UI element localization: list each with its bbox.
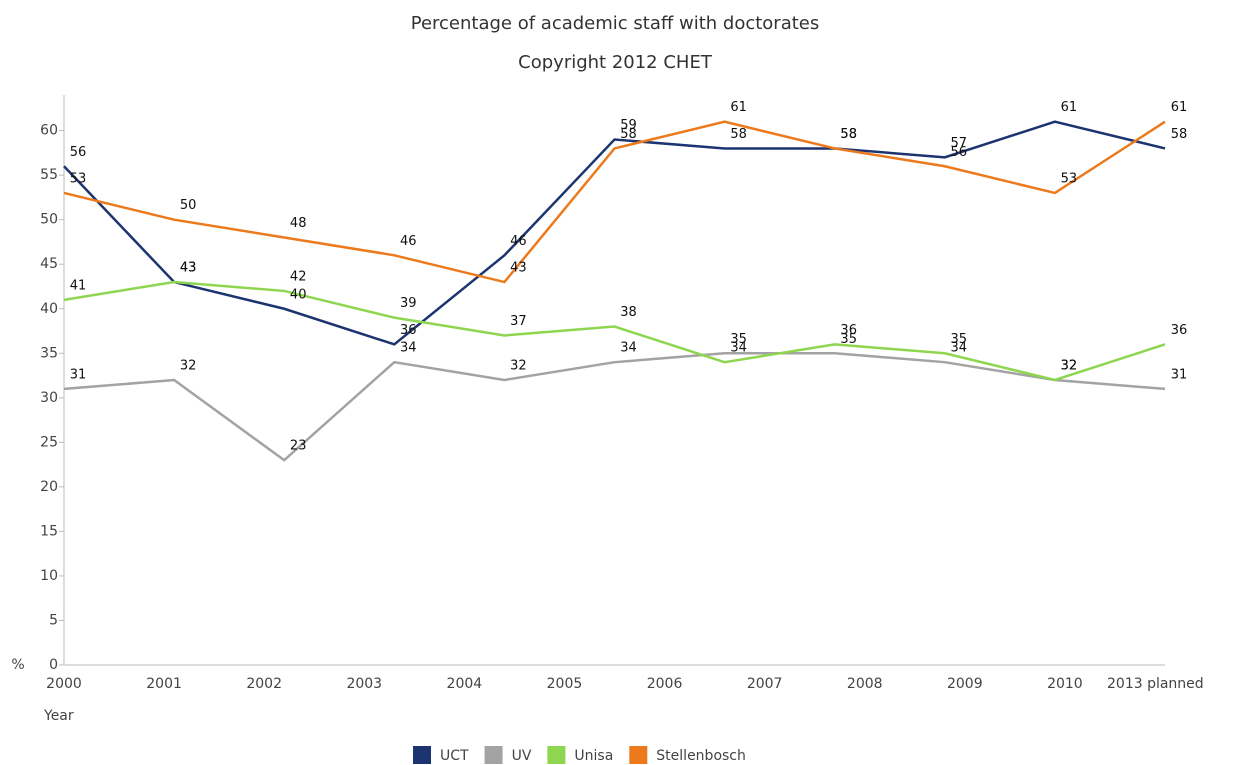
data-label: 43 <box>510 261 527 276</box>
data-label: 58 <box>840 127 857 142</box>
data-label: 23 <box>290 439 307 454</box>
y-tick-label: 40 <box>40 301 58 317</box>
series-line <box>63 352 1166 462</box>
x-axis-label: Year <box>43 708 74 724</box>
data-label: 42 <box>290 269 307 284</box>
data-label: 46 <box>400 234 417 249</box>
data-label: 53 <box>1061 171 1078 186</box>
data-label: 48 <box>290 216 307 231</box>
data-label: 58 <box>840 127 857 142</box>
data-label: 32 <box>1061 359 1078 374</box>
y-tick-label: 35 <box>40 345 58 361</box>
data-label: 40 <box>290 287 307 302</box>
data-label: 34 <box>951 341 968 356</box>
series-line <box>63 280 1166 382</box>
data-label: 38 <box>620 305 637 320</box>
data-label: 43 <box>180 261 197 276</box>
data-label: 31 <box>70 367 87 382</box>
y-tick-label: 5 <box>49 612 58 628</box>
data-label: 57 <box>951 136 968 151</box>
x-tick-label: 2005 <box>547 676 583 692</box>
y-tick-label: 30 <box>40 390 58 406</box>
data-label: 46 <box>510 234 527 249</box>
data-label: 53 <box>70 171 87 186</box>
x-tick-label: 2001 <box>146 676 182 692</box>
y-tick-label: 10 <box>40 568 58 584</box>
data-label: 61 <box>730 100 747 115</box>
data-label: 34 <box>400 341 417 356</box>
series-line <box>63 120 1166 346</box>
y-tick-label: 60 <box>40 123 58 139</box>
data-label: 56 <box>951 145 968 160</box>
x-tick-label: 2009 <box>947 676 983 692</box>
x-tick-label: 2003 <box>346 676 382 692</box>
chart-subtitle: Copyright 2012 CHET <box>518 52 713 73</box>
legend-swatch <box>629 746 648 764</box>
x-tick-label: 2007 <box>747 676 783 692</box>
x-tick-label: 2000 <box>46 676 82 692</box>
legend-swatch <box>484 746 503 764</box>
series-line <box>63 120 1166 284</box>
x-tick-label: 2002 <box>246 676 282 692</box>
data-label: 37 <box>510 314 527 329</box>
data-label: 61 <box>1061 100 1078 115</box>
data-label: 35 <box>951 332 968 347</box>
data-label: 58 <box>730 127 747 142</box>
data-label: 35 <box>840 332 857 347</box>
data-label: 36 <box>840 323 857 338</box>
data-label: 32 <box>180 359 197 374</box>
data-label: 59 <box>620 118 637 133</box>
legend-label: UV <box>512 748 532 764</box>
data-label: 41 <box>70 278 87 293</box>
data-label: 32 <box>1061 359 1078 374</box>
y-tick-label: 15 <box>40 523 58 539</box>
legend-label: Stellenbosch <box>656 748 746 764</box>
data-label: 31 <box>1171 367 1188 382</box>
data-label: 36 <box>400 323 417 338</box>
chart-title: Percentage of academic staff with doctor… <box>411 13 820 34</box>
legend-swatch <box>547 746 566 764</box>
data-label: 58 <box>1171 127 1188 142</box>
legend-label: Unisa <box>574 748 613 764</box>
x-tick-label: 2004 <box>447 676 483 692</box>
y-tick-label: 50 <box>40 212 58 228</box>
y-tick-label: 55 <box>40 167 58 183</box>
y-tick-label: 0 <box>49 657 58 673</box>
data-label: 61 <box>1171 100 1188 115</box>
x-tick-label: 2008 <box>847 676 883 692</box>
data-label: 36 <box>1171 323 1188 338</box>
x-tick-label: 2013 planned <box>1107 676 1204 692</box>
data-label: 50 <box>180 198 197 213</box>
data-label: 35 <box>730 332 747 347</box>
data-label: 34 <box>730 341 747 356</box>
data-label: 43 <box>180 261 197 276</box>
data-label: 32 <box>510 359 527 374</box>
legend-label: UCT <box>440 748 469 764</box>
y-tick-label: 45 <box>40 256 58 272</box>
legend-swatch <box>413 746 431 764</box>
x-tick-label: 2010 <box>1047 676 1083 692</box>
y-tick-label: 20 <box>40 479 58 495</box>
data-label: 58 <box>620 127 637 142</box>
y-tick-label: 25 <box>40 434 58 450</box>
data-label: 39 <box>400 296 417 311</box>
data-label: 56 <box>70 145 87 160</box>
data-label: 34 <box>620 341 637 356</box>
y-axis-label: % <box>11 657 24 673</box>
x-tick-label: 2006 <box>647 676 683 692</box>
